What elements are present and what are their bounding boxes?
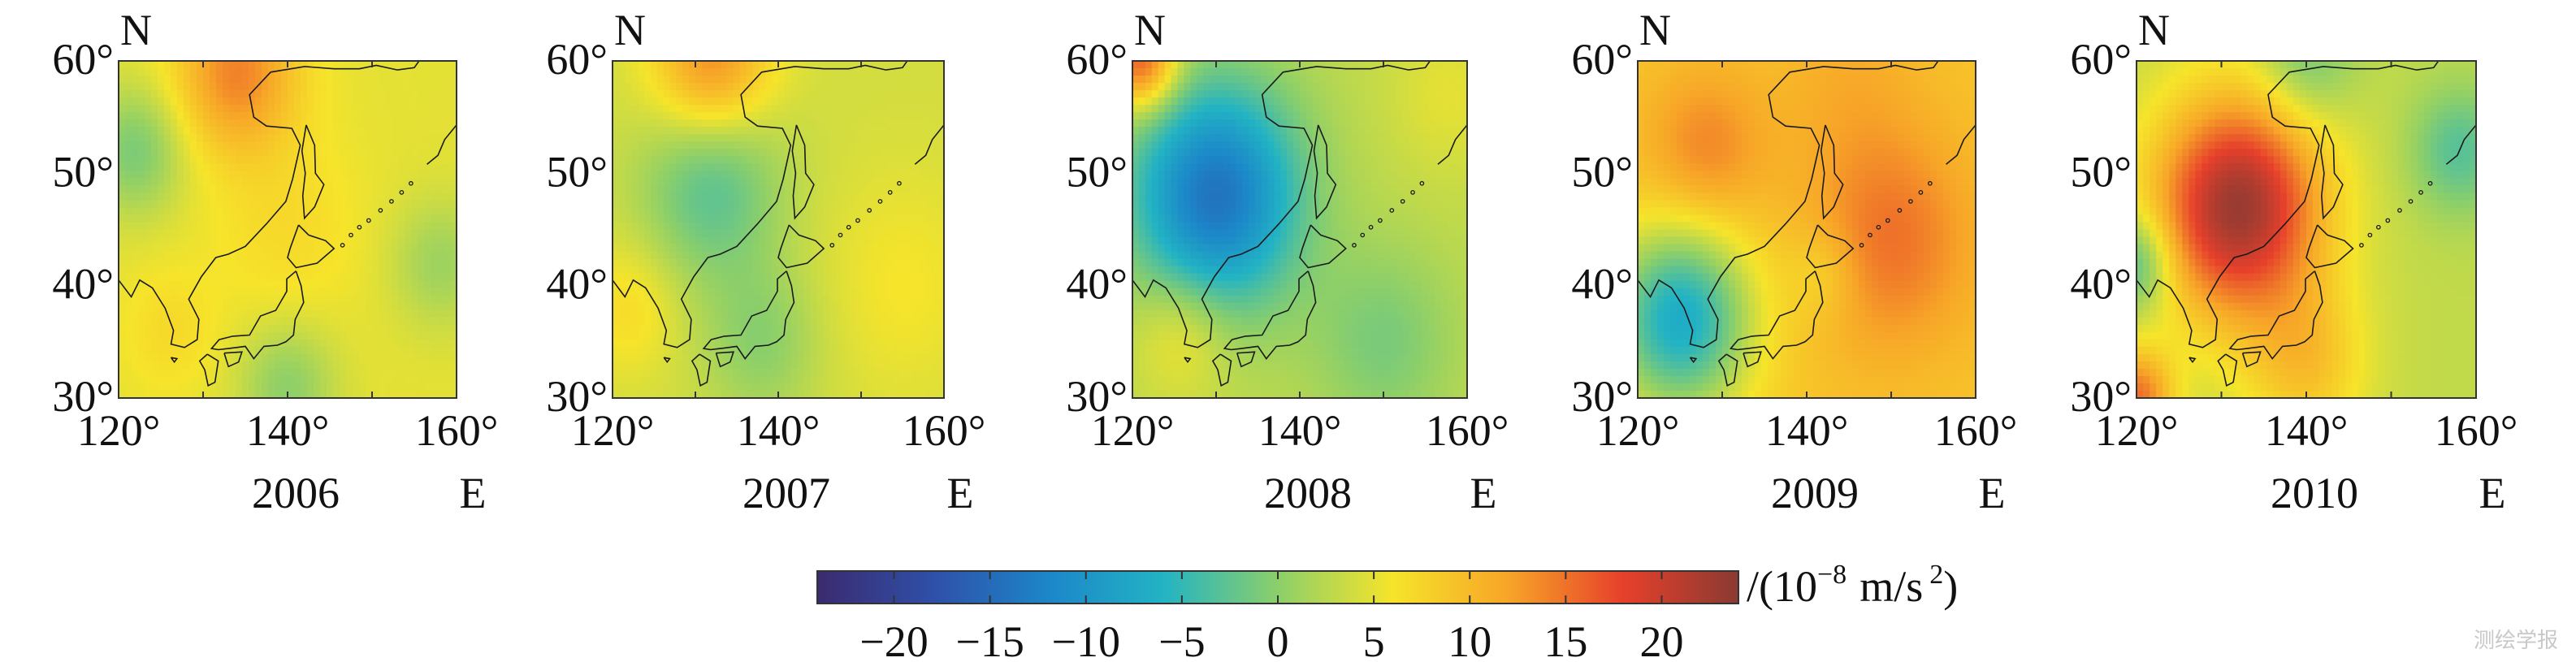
- colorbar-tick-label: −20: [859, 617, 928, 662]
- x-tick-label: 120°: [571, 406, 655, 455]
- colorbar-tick-label: 20: [1640, 617, 1684, 662]
- x-tick-label: 120°: [77, 406, 161, 455]
- x-tick-label: 120°: [2095, 406, 2179, 455]
- map-panel-2007: 120° 140° 160° 60° 50° 40° 30° N E 2007: [546, 6, 985, 517]
- x-tick-label: 160°: [2435, 406, 2518, 455]
- y-tick-label: 40°: [52, 260, 114, 309]
- y-tick-label: 60°: [52, 35, 114, 84]
- y-tick-label: 40°: [2070, 260, 2132, 309]
- map-panel-2010: 120° 140° 160° 60° 50° 40° 30° N E 2010: [2070, 6, 2518, 517]
- map-panel-2006: 120° 140° 160° 60° 50° 40° 30° N E 2006: [52, 6, 498, 517]
- watermark: 测绘学报: [2473, 629, 2558, 653]
- y-tick-label: 60°: [1066, 35, 1128, 84]
- heat-field: [119, 61, 457, 399]
- panel-year-label: 2006: [252, 469, 340, 517]
- north-label: N: [2138, 6, 2170, 54]
- colorbar: −20 −15 −10 −5 0 5 10 15 20 /(10−8 m/s 2): [816, 560, 1958, 662]
- x-tick-label: 140°: [2265, 406, 2349, 455]
- coastline: [1132, 61, 1467, 387]
- east-label: E: [460, 469, 487, 517]
- east-label: E: [2479, 469, 2506, 517]
- x-tick-label: 140°: [1258, 406, 1342, 455]
- y-tick-label: 30°: [2070, 372, 2132, 421]
- heat-field: [1132, 61, 1468, 399]
- x-tick-label: 160°: [415, 406, 499, 455]
- north-label: N: [120, 6, 152, 54]
- east-label: E: [947, 469, 974, 517]
- x-tick-label: 160°: [1934, 406, 2018, 455]
- y-tick-label: 30°: [1066, 372, 1128, 421]
- y-tick-label: 60°: [546, 35, 608, 84]
- north-label: N: [1134, 6, 1166, 54]
- y-tick-label: 50°: [2070, 147, 2132, 196]
- colorbar-tick-label: −10: [1052, 617, 1120, 662]
- y-tick-label: 40°: [1066, 260, 1128, 309]
- x-tick-label: 140°: [1765, 406, 1849, 455]
- panel-year-label: 2008: [1264, 469, 1352, 517]
- north-label: N: [1639, 6, 1671, 54]
- panel-year-label: 2010: [2271, 469, 2358, 517]
- colorbar-tick-label: 5: [1363, 617, 1385, 662]
- heat-field: [613, 61, 945, 399]
- colorbar-tick-label: 10: [1448, 617, 1491, 662]
- y-tick-label: 30°: [546, 372, 608, 421]
- coastline: [2137, 61, 2476, 387]
- colorbar-tick-label: −5: [1158, 617, 1205, 662]
- colorbar-tick-label: −15: [955, 617, 1024, 662]
- y-tick-label: 50°: [1571, 147, 1633, 196]
- heat-field: [2137, 61, 2477, 399]
- panel-year-label: 2007: [742, 469, 830, 517]
- map-panel-2008: 120° 140° 160° 60° 50° 40° 30° N E 2008: [1066, 6, 1509, 517]
- x-tick-label: 140°: [246, 406, 330, 455]
- colorbar-ticks: −20 −15 −10 −5 0 5 10 15 20: [859, 571, 1684, 662]
- north-label: N: [614, 6, 646, 54]
- y-tick-label: 60°: [1571, 35, 1633, 84]
- y-tick-label: 30°: [52, 372, 114, 421]
- y-tick-label: 50°: [52, 147, 114, 196]
- colorbar-unit: /(10−8 m/s 2): [1747, 560, 1958, 611]
- y-tick-label: 40°: [546, 260, 608, 309]
- coastline: [613, 61, 944, 387]
- y-tick-label: 30°: [1571, 372, 1633, 421]
- x-tick-label: 120°: [1596, 406, 1680, 455]
- map-panels: 120° 140° 160° 60° 50° 40° 30° N E 2006 120° 140° 16…: [52, 6, 2518, 517]
- y-tick-label: 50°: [1066, 147, 1128, 196]
- map-panel-2009: 120° 140° 160° 60° 50° 40° 30° N E 2009: [1571, 6, 2017, 517]
- coastline: [1638, 61, 1976, 387]
- x-tick-label: 140°: [737, 406, 820, 455]
- east-label: E: [1470, 469, 1497, 517]
- east-label: E: [1979, 469, 2006, 517]
- x-tick-label: 160°: [903, 406, 986, 455]
- colorbar-tick-label: 0: [1267, 617, 1289, 662]
- y-tick-label: 40°: [1571, 260, 1633, 309]
- x-tick-label: 120°: [1091, 406, 1175, 455]
- y-tick-label: 50°: [546, 147, 608, 196]
- heat-field: [1638, 61, 1976, 399]
- colorbar-tick-label: 15: [1543, 617, 1587, 662]
- panel-year-label: 2009: [1771, 469, 1859, 517]
- y-tick-label: 60°: [2070, 35, 2132, 84]
- coastline: [119, 61, 457, 387]
- x-tick-label: 160°: [1426, 406, 1509, 455]
